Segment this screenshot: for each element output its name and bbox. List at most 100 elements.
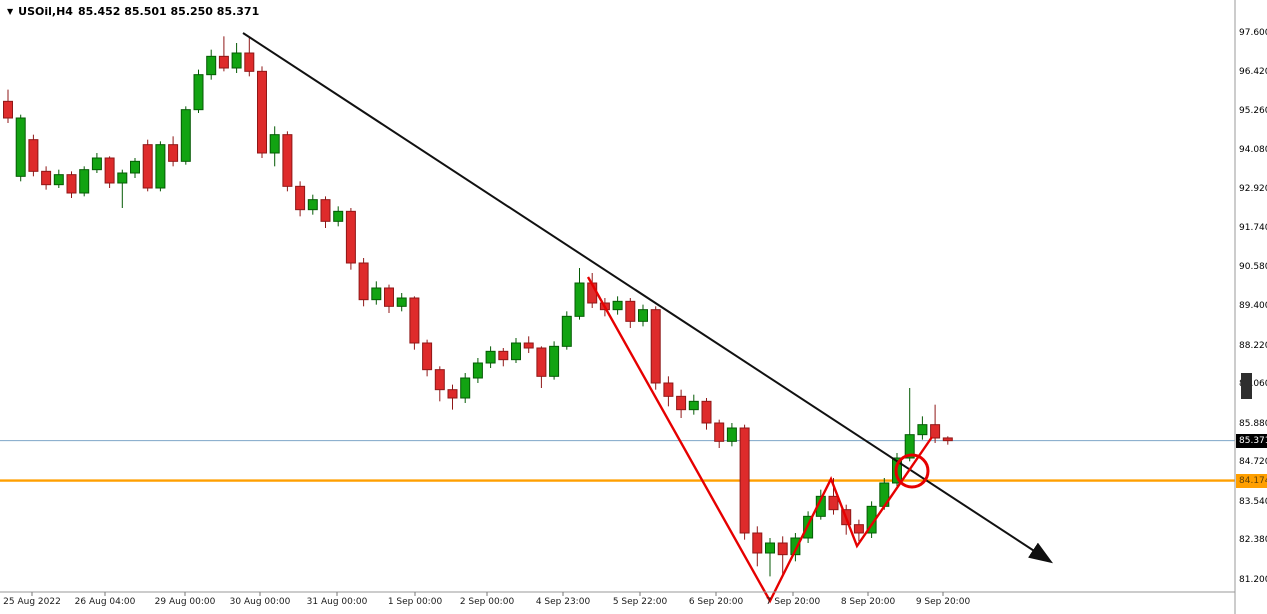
trendline bbox=[242, 32, 1054, 564]
y-axis-label: 82.380 bbox=[1239, 535, 1267, 546]
candle-body bbox=[612, 300, 623, 311]
candle-body bbox=[3, 100, 13, 119]
candle-body bbox=[130, 160, 140, 174]
y-axis-label: 88.220 bbox=[1239, 340, 1267, 351]
symbol-dropdown-icon[interactable]: ▼ bbox=[7, 7, 14, 16]
symbol-timeframe-label: USOil,H4 bbox=[18, 5, 73, 18]
candle-body bbox=[828, 495, 839, 511]
y-axis-label: 92.920 bbox=[1239, 184, 1267, 194]
candle-body bbox=[91, 157, 102, 171]
candle-body bbox=[498, 350, 509, 361]
dark-marker bbox=[1241, 373, 1252, 399]
candle-body bbox=[180, 109, 191, 162]
x-axis-label: 26 Aug 04:00 bbox=[74, 597, 136, 607]
candle-body bbox=[307, 199, 318, 211]
candle-body bbox=[53, 174, 64, 186]
candle-body bbox=[447, 389, 458, 399]
current-price-line-tag: 85.371 bbox=[1236, 433, 1267, 448]
x-axis-label: 7 Sep 20:00 bbox=[765, 597, 821, 607]
y-axis-label: 89.400 bbox=[1239, 301, 1267, 312]
candle-body bbox=[155, 144, 166, 189]
candle-body bbox=[549, 345, 560, 377]
candle-body bbox=[714, 422, 725, 442]
y-axis-label: 97.600 bbox=[1239, 28, 1267, 38]
y-axis-label: 91.740 bbox=[1239, 223, 1267, 234]
y-axis-label: 95.260 bbox=[1239, 106, 1267, 116]
candle-body bbox=[66, 174, 77, 194]
candle-body bbox=[79, 169, 90, 194]
candle-body bbox=[574, 282, 585, 317]
candle-body bbox=[142, 144, 153, 189]
candle-body bbox=[218, 55, 229, 69]
y-axis-label: 81.200 bbox=[1239, 574, 1267, 585]
candle-body bbox=[777, 542, 788, 556]
y-axis-label: 84.720 bbox=[1239, 457, 1267, 468]
x-axis-label: 30 Aug 00:00 bbox=[229, 597, 291, 607]
support-line-tag: 84.174 bbox=[1236, 473, 1267, 488]
x-axis-label: 25 Aug 2022 bbox=[3, 597, 61, 607]
x-axis-label: 9 Sep 20:00 bbox=[915, 597, 971, 607]
candle-body bbox=[790, 537, 801, 556]
y-axis-label: 96.420 bbox=[1239, 67, 1267, 78]
candle-body bbox=[460, 377, 471, 399]
x-axis-label: 31 Aug 00:00 bbox=[306, 597, 368, 607]
candle-body bbox=[257, 70, 267, 154]
candle-body bbox=[345, 210, 356, 264]
candle-body bbox=[422, 342, 433, 371]
candle-body bbox=[765, 542, 775, 554]
candle-body bbox=[739, 427, 750, 534]
y-axis-label: 90.580 bbox=[1239, 262, 1267, 272]
candle-body bbox=[511, 342, 521, 361]
candle-body bbox=[688, 400, 699, 411]
candle-body bbox=[561, 315, 572, 347]
candle-body bbox=[333, 210, 344, 222]
candle-body bbox=[231, 52, 242, 69]
candle-body bbox=[358, 262, 369, 301]
x-axis-label: 8 Sep 20:00 bbox=[840, 597, 896, 607]
candle-body bbox=[244, 52, 255, 72]
chart-header: ▼ USOil,H4 85.452 85.501 85.250 85.371 bbox=[7, 5, 259, 18]
y-axis-label: 85.880 bbox=[1239, 418, 1267, 429]
x-axis-label: 4 Sep 23:00 bbox=[535, 597, 591, 607]
candle-body bbox=[930, 424, 941, 439]
candle-body bbox=[206, 55, 217, 76]
candle-body bbox=[282, 134, 293, 187]
y-axis-label: 94.080 bbox=[1239, 145, 1267, 156]
candle-body bbox=[193, 74, 204, 111]
candle-body bbox=[269, 134, 280, 154]
candle-body bbox=[15, 117, 26, 177]
candle-body bbox=[663, 382, 674, 397]
candle-body bbox=[726, 427, 737, 442]
candle-body bbox=[409, 297, 420, 344]
candle-body bbox=[485, 350, 496, 364]
candle-body bbox=[701, 400, 712, 424]
candle-body bbox=[917, 424, 928, 436]
x-axis-label: 5 Sep 22:00 bbox=[612, 597, 668, 607]
candle-body bbox=[396, 297, 407, 307]
candle-body bbox=[371, 287, 382, 301]
candle-body bbox=[117, 172, 128, 184]
candle-body bbox=[904, 434, 915, 459]
x-axis-label: 1 Sep 00:00 bbox=[387, 597, 443, 607]
candle-body bbox=[295, 185, 306, 211]
candle-body bbox=[536, 347, 547, 377]
candle-body bbox=[650, 309, 661, 384]
candle-body bbox=[472, 362, 483, 379]
y-axis-label: 83.540 bbox=[1239, 496, 1267, 507]
y-axis-label: 87.060 bbox=[1239, 379, 1267, 390]
candle-body bbox=[523, 342, 534, 349]
x-axis-label: 2 Sep 00:00 bbox=[459, 597, 515, 607]
candle-body bbox=[168, 144, 179, 162]
candle-body bbox=[752, 532, 763, 554]
ohlc-quote-label: 85.452 85.501 85.250 85.371 bbox=[77, 5, 260, 18]
x-axis-label: 6 Sep 20:00 bbox=[688, 597, 744, 607]
candle-body bbox=[625, 300, 636, 322]
candle-body bbox=[320, 199, 331, 222]
candle-body bbox=[104, 157, 115, 184]
candle-body bbox=[41, 170, 52, 186]
candle-body bbox=[28, 139, 39, 172]
candle-body bbox=[638, 309, 648, 322]
x-axis-label: 29 Aug 00:00 bbox=[154, 597, 216, 607]
